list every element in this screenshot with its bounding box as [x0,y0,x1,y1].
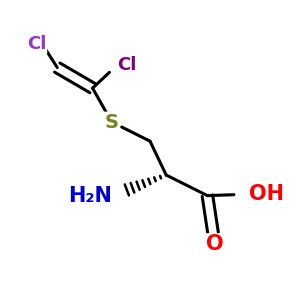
Text: Cl: Cl [118,56,137,74]
Text: O: O [206,234,224,254]
Text: OH: OH [249,184,284,204]
Text: S: S [105,112,119,131]
Text: O: O [206,234,224,254]
Text: Cl: Cl [118,56,137,74]
Text: OH: OH [249,184,284,204]
Text: Cl: Cl [27,35,46,53]
Text: Cl: Cl [27,35,46,53]
Text: S: S [105,112,119,131]
Text: H₂N: H₂N [68,186,112,206]
Text: H₂N: H₂N [68,186,112,206]
